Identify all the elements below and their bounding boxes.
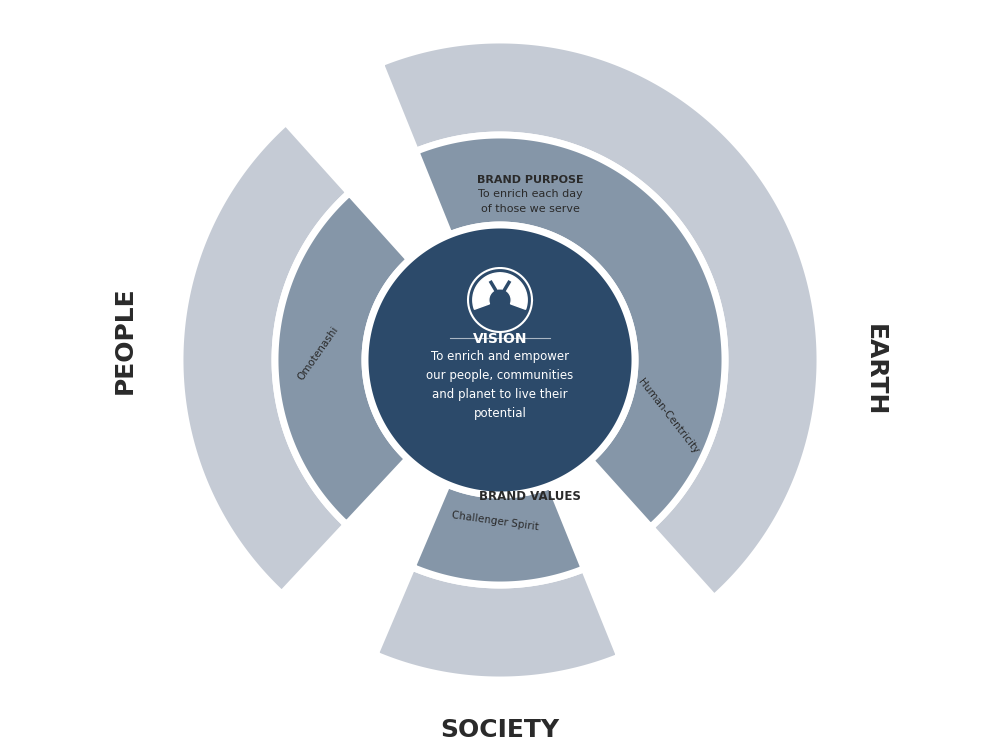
Text: EARTH: EARTH: [863, 324, 887, 416]
Polygon shape: [375, 567, 620, 680]
Text: Challenger Spirit: Challenger Spirit: [451, 510, 539, 532]
Polygon shape: [500, 273, 527, 309]
Text: VISION: VISION: [473, 332, 527, 346]
Text: Omotenashi: Omotenashi: [295, 325, 340, 382]
Polygon shape: [275, 193, 410, 524]
Polygon shape: [412, 484, 584, 585]
Text: To enrich each day
of those we serve: To enrich each day of those we serve: [478, 189, 582, 214]
Polygon shape: [180, 122, 349, 594]
Text: BRAND VALUES: BRAND VALUES: [479, 490, 581, 503]
Text: Human-Centricity: Human-Centricity: [636, 376, 700, 455]
Text: SOCIETY: SOCIETY: [440, 718, 560, 742]
Polygon shape: [473, 273, 500, 309]
Polygon shape: [416, 135, 725, 527]
Text: PEOPLE: PEOPLE: [113, 286, 137, 394]
Polygon shape: [365, 225, 635, 495]
Polygon shape: [380, 40, 820, 598]
Text: To enrich and empower
our people, communities
and planet to live their
potential: To enrich and empower our people, commun…: [426, 350, 574, 420]
Text: BRAND PURPOSE: BRAND PURPOSE: [477, 175, 583, 185]
